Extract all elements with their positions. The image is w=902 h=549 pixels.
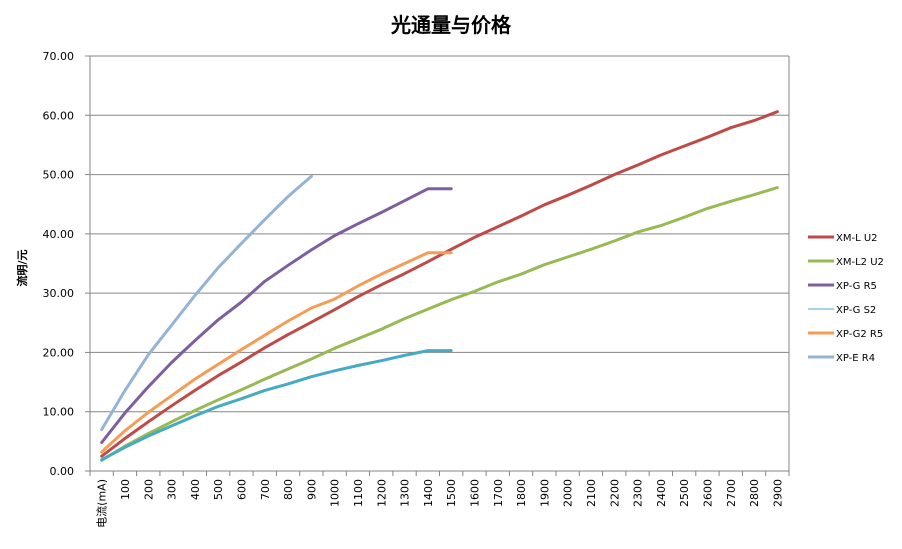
series-line-0 (100, 110, 779, 458)
legend: XM-L U2 XM-L2 U2 XP-G R5 XP-G S2 XP-G2 R5 XP-… (808, 233, 884, 364)
legend-label: XP-E R4 (836, 353, 875, 364)
x-tick-label: 2000 (562, 479, 575, 507)
x-tick-label: 1000 (329, 479, 342, 507)
x-tick-label: 2500 (678, 479, 691, 507)
x-tick-label: 100 (119, 479, 132, 500)
x-tick-label: 400 (189, 479, 202, 500)
series-line-1 (100, 186, 779, 462)
y-axis-label: 流明/元 (15, 249, 29, 286)
x-tick-label: 200 (142, 479, 155, 500)
y-tick-label: 20.00 (43, 346, 75, 359)
x-tick-label: 1100 (352, 479, 365, 507)
x-tick-label: 600 (235, 479, 248, 500)
x-tick-label: 500 (212, 479, 225, 500)
x-tick-label: 800 (282, 479, 295, 500)
x-tick-label: 1400 (422, 479, 435, 507)
series-line-2 (100, 187, 453, 444)
y-tick-label: 40.00 (43, 228, 75, 241)
x-tick-label: 1800 (515, 479, 528, 507)
legend-label: XP-G R5 (836, 281, 877, 292)
x-tick-label: 700 (259, 479, 272, 500)
series-line-3 (100, 349, 453, 462)
x-tick-label: 2600 (701, 479, 714, 507)
x-tick-label: 2400 (655, 479, 668, 507)
x-tick-labels: 电流(mA) 100 200 300 400 500 600 700 800 900 1000 110… (95, 479, 785, 528)
x-tick-label: 1700 (492, 479, 505, 507)
x-tick-label: 2200 (608, 479, 621, 507)
x-tick-label: 2700 (725, 479, 738, 507)
x-tick-label: 1900 (538, 479, 551, 507)
y-tick-labels: 0.00 10.00 20.00 30.00 40.00 50.00 60.00 70.00 (43, 50, 75, 478)
x-tick-label: 电流(mA) (95, 479, 109, 528)
x-tick-label: 2300 (632, 479, 645, 507)
legend-label: XP-G2 R5 (836, 329, 883, 340)
x-tick-label: 2900 (771, 479, 784, 507)
legend-label: XM-L U2 (836, 233, 878, 244)
x-tick-label: 1500 (445, 479, 458, 507)
x-tick-label: 900 (305, 479, 318, 500)
y-tick-label: 70.00 (43, 50, 75, 63)
gridlines (85, 55, 789, 472)
y-tick-label: 50.00 (43, 169, 75, 182)
x-tick-label: 300 (166, 479, 179, 500)
axes (89, 56, 790, 476)
x-tick-label: 1200 (375, 479, 388, 507)
x-tick-label: 1600 (468, 479, 481, 507)
legend-label: XP-G S2 (836, 305, 876, 316)
y-tick-label: 30.00 (43, 287, 75, 300)
x-tick-label: 1300 (399, 479, 412, 507)
series-line-5 (100, 174, 313, 431)
series-line-4 (100, 251, 453, 454)
y-tick-label: 10.00 (43, 406, 75, 419)
series-lines (100, 110, 779, 462)
chart-title: 光通量与价格 (390, 13, 512, 37)
y-tick-label: 0.00 (50, 465, 75, 478)
legend-label: XM-L2 U2 (836, 257, 884, 268)
x-tick-label: 2800 (748, 479, 761, 507)
x-tick-label: 2100 (585, 479, 598, 507)
y-tick-label: 60.00 (43, 109, 75, 122)
